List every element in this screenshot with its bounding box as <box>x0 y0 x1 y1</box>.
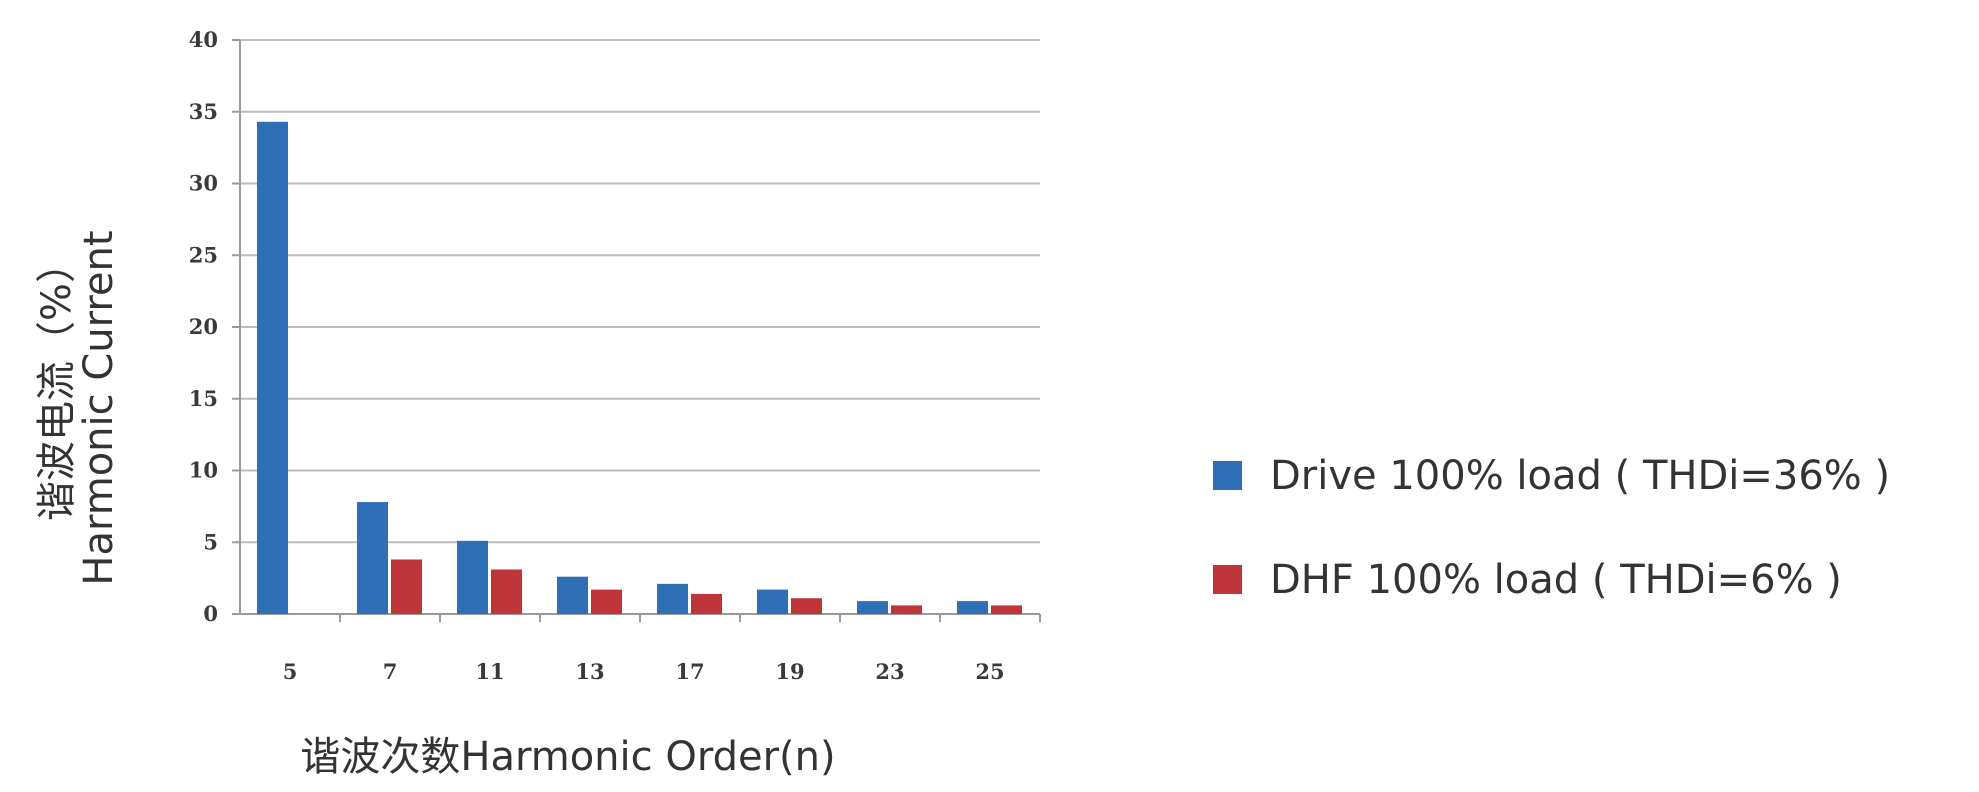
bar-drive-7 <box>357 502 388 614</box>
legend-swatch-drive <box>1213 461 1242 490</box>
bar-drive-23 <box>857 601 888 614</box>
bar-dhf-13 <box>591 589 622 614</box>
y-tick-label-10: 10 <box>189 458 218 483</box>
y-tick-label-15: 15 <box>189 386 218 411</box>
x-tick-label-17: 17 <box>675 659 704 684</box>
legend-label-dhf: DHF 100% load ( THDi=6% ) <box>1270 557 1842 603</box>
y-tick-label-0: 0 <box>203 601 218 626</box>
x-tick-label-7: 7 <box>383 659 398 684</box>
x-tick-label-23: 23 <box>875 659 904 684</box>
axes <box>232 39 1041 622</box>
bar-drive-5 <box>257 121 288 615</box>
bar-dhf-11 <box>491 569 522 614</box>
y-tick-label-30: 30 <box>189 171 218 196</box>
bar-drive-11 <box>457 540 488 614</box>
bar-drive-25 <box>957 601 988 614</box>
bar-drive-19 <box>757 589 788 614</box>
y-tick-label-40: 40 <box>189 27 218 52</box>
bar-dhf-17 <box>691 593 722 614</box>
y-tick-label-5: 5 <box>203 529 218 554</box>
y-tick-label-25: 25 <box>189 242 218 267</box>
x-tick-labels: 5 7 11 13 17 19 23 25 <box>283 659 1005 684</box>
x-tick-label-5: 5 <box>283 659 298 684</box>
x-tick-label-19: 19 <box>775 659 804 684</box>
x-tick-label-25: 25 <box>975 659 1004 684</box>
y-axis-title: 谐波电流（%） Harmonic Current <box>34 230 122 585</box>
y-tick-label-35: 35 <box>189 99 218 124</box>
x-tick-label-11: 11 <box>475 659 504 684</box>
bar-drive-13 <box>557 576 588 614</box>
legend: Drive 100% load ( THDi=36% ) DHF 100% loa… <box>1213 453 1890 603</box>
legend-swatch-dhf <box>1213 565 1242 594</box>
bar-drive-17 <box>657 583 688 614</box>
bar-dhf-25 <box>991 605 1022 614</box>
bars <box>257 121 1022 615</box>
x-axis-title: 谐波次数Harmonic Order(n) <box>300 734 835 780</box>
y-axis-title-line2: Harmonic Current <box>76 230 122 585</box>
y-axis-title-line1: 谐波电流（%） <box>34 243 80 521</box>
x-tick-label-13: 13 <box>575 659 604 684</box>
bar-dhf-7 <box>391 559 422 614</box>
bar-dhf-19 <box>791 598 822 614</box>
y-tick-label-20: 20 <box>189 314 218 339</box>
bar-dhf-23 <box>891 605 922 614</box>
y-tick-labels: 0 5 10 15 20 25 30 35 40 <box>189 27 218 626</box>
legend-label-drive: Drive 100% load ( THDi=36% ) <box>1270 453 1890 499</box>
